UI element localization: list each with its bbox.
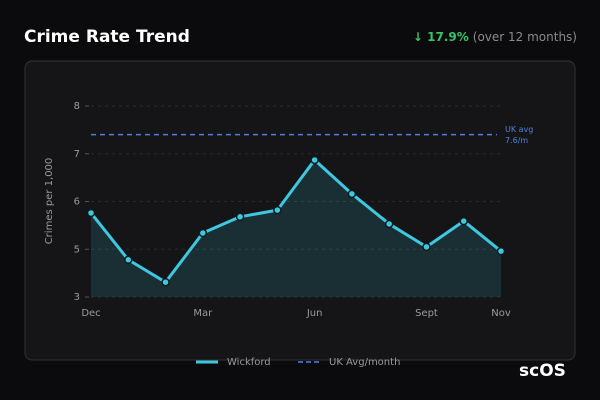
data-point bbox=[273, 205, 282, 215]
y-tick-label: 5 bbox=[74, 244, 80, 255]
data-point bbox=[198, 228, 208, 238]
data-point bbox=[347, 189, 357, 199]
y-axis-label: Crimes per 1,000 bbox=[44, 158, 55, 245]
data-point bbox=[310, 155, 319, 165]
x-tick-label: Mar bbox=[193, 308, 213, 319]
legend-label: Wickford bbox=[227, 357, 271, 368]
change-note: (over 12 months) bbox=[473, 30, 577, 44]
change-value: ↓ 17.9% bbox=[413, 30, 469, 44]
x-tick-label: Dec bbox=[81, 308, 100, 319]
chart-card bbox=[24, 60, 576, 361]
data-point bbox=[496, 246, 506, 256]
series-area bbox=[91, 159, 501, 297]
series-line bbox=[89, 158, 502, 284]
change: ↓ 17.9% (over 12 months) bbox=[413, 30, 577, 44]
data-point bbox=[422, 242, 431, 252]
reference-label: UK avg bbox=[505, 125, 533, 134]
legend-label: UK Avg/month bbox=[329, 357, 400, 368]
x-tick-label: Sept bbox=[415, 308, 438, 319]
y-tick-label: 7 bbox=[74, 149, 80, 160]
logo: scOS bbox=[519, 361, 566, 381]
data-point bbox=[384, 219, 394, 229]
y-tick-label: 8 bbox=[74, 101, 80, 112]
data-point bbox=[459, 216, 468, 226]
data-point bbox=[86, 208, 96, 218]
title: Crime Rate Trend bbox=[24, 27, 190, 47]
x-tick-label: Nov bbox=[491, 308, 511, 319]
y-tick-label: 3 bbox=[74, 292, 80, 303]
reference-sublabel: 7.6/m bbox=[505, 136, 528, 145]
y-tick-label: 6 bbox=[74, 197, 80, 208]
x-tick-label: Jun bbox=[306, 308, 323, 319]
data-point bbox=[124, 255, 133, 265]
data-point bbox=[161, 277, 170, 287]
data-point bbox=[235, 212, 245, 222]
